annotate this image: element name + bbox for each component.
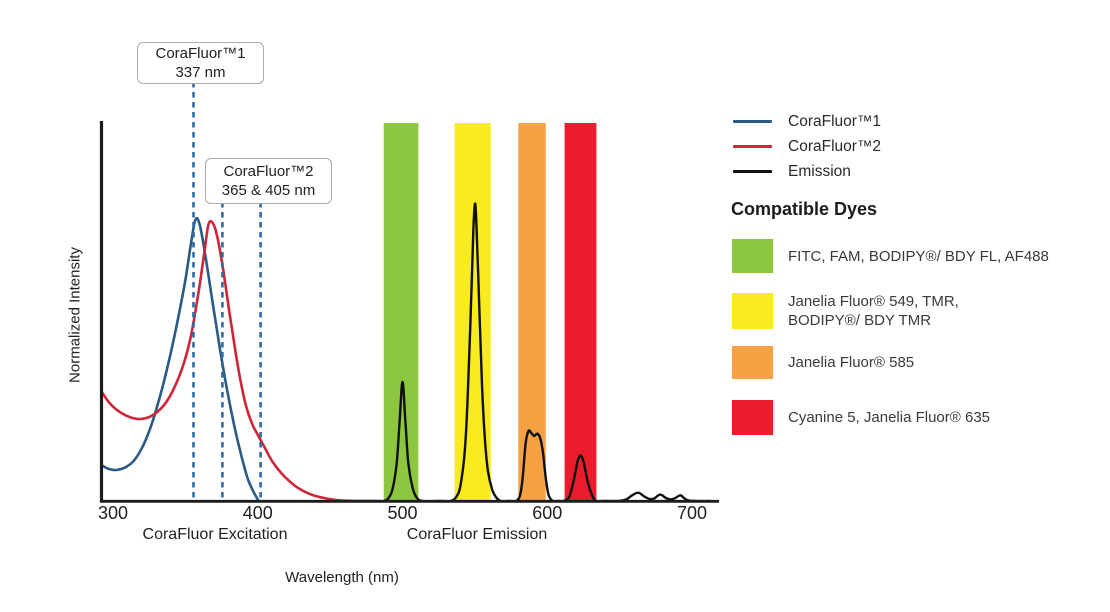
dye-color-swatch — [732, 400, 773, 435]
compatible-dye-item: Cyanine 5, Janelia Fluor® 635 — [732, 400, 1102, 435]
dye-item-label: Janelia Fluor® 549, TMR, BODIPY®/ BDY TMR — [788, 293, 959, 329]
compatible-dye-item: Janelia Fluor® 549, TMR, BODIPY®/ BDY TMR — [732, 292, 1102, 330]
dye-item-label: Cyanine 5, Janelia Fluor® 635 — [788, 409, 991, 426]
annotation-corafluor1-wavelength: 337 nm — [175, 64, 226, 81]
legend-line-swatch — [733, 145, 772, 148]
annotation-corafluor1: CoraFluor™1 337 nm — [137, 42, 264, 84]
annotation-corafluor2: CoraFluor™2 365 & 405 nm — [205, 158, 332, 204]
x-tick-label: 700 — [677, 503, 707, 523]
legend-line-swatch — [733, 120, 772, 123]
dye-color-swatch — [732, 346, 773, 379]
curve-excitation-corafluor1 — [100, 216, 261, 503]
x-tick-label: 400 — [243, 503, 273, 523]
filter-band-green — [383, 123, 419, 502]
legend-item-label: CoraFluor™1 — [788, 112, 882, 130]
legend-item: CoraFluor™1 — [733, 109, 1063, 134]
compatible-dyes-list: FITC, FAM, BODIPY®/ BDY FL, AF488 Janelia… — [732, 239, 1102, 435]
legend-item: CoraFluor™2 — [733, 134, 1063, 159]
annotation-corafluor2-name: CoraFluor™2 — [223, 163, 314, 180]
annotation-corafluor2-wavelength: 365 & 405 nm — [221, 182, 316, 199]
legend-item: Emission — [733, 159, 1063, 184]
legend: CoraFluor™1 CoraFluor™2 Emission — [733, 109, 1063, 184]
annotation-corafluor1-name: CoraFluor™1 — [155, 45, 246, 62]
filter-band-red — [564, 123, 597, 502]
compatible-dyes-heading: Compatible Dyes — [731, 199, 878, 219]
compatible-dye-item: Janelia Fluor® 585 — [732, 346, 1102, 379]
legend-line-swatch — [733, 170, 772, 173]
legend-item-label: Emission — [788, 162, 851, 180]
curve-excitation-corafluor2 — [100, 219, 354, 503]
x-axis-section-label-excitation: CoraFluor Excitation — [142, 526, 288, 543]
dye-item-label: FITC, FAM, BODIPY®/ BDY FL, AF488 — [788, 247, 1049, 265]
x-axis-title: Wavelength (nm) — [285, 569, 399, 586]
x-axis-section-label-emission: CoraFluor Emission — [406, 526, 548, 543]
compatible-dye-item: FITC, FAM, BODIPY®/ BDY FL, AF488 — [732, 239, 1102, 273]
dye-item-label: Janelia Fluor® 585 — [788, 354, 915, 371]
x-tick-label: 500 — [387, 503, 417, 523]
x-tick-label: 300 — [98, 503, 128, 523]
dye-color-swatch — [732, 293, 773, 329]
spectra-chart: 300 400 500 600 700 — [98, 82, 719, 523]
y-axis-title: Normalized Intensity — [66, 247, 84, 383]
x-tick-label: 600 — [532, 503, 562, 523]
dye-color-swatch — [732, 239, 773, 273]
legend-item-label: CoraFluor™2 — [788, 137, 882, 155]
